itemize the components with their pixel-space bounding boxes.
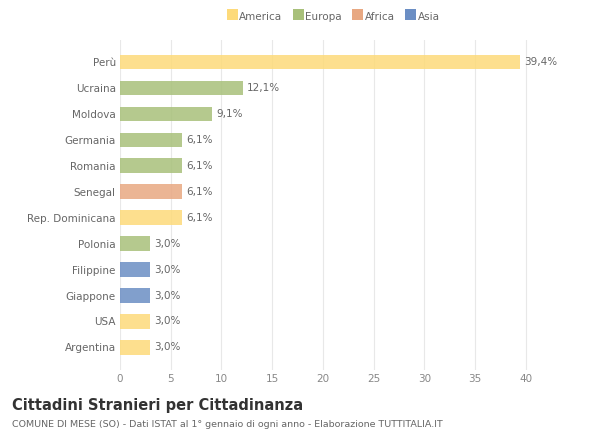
Text: 3,0%: 3,0% xyxy=(154,290,181,301)
Text: 6,1%: 6,1% xyxy=(186,187,212,197)
Text: 12,1%: 12,1% xyxy=(247,83,280,93)
Bar xyxy=(120,184,182,199)
Bar xyxy=(120,106,212,121)
Text: 9,1%: 9,1% xyxy=(217,109,243,119)
Bar xyxy=(120,262,151,277)
Bar xyxy=(120,210,182,225)
Bar xyxy=(120,158,182,173)
Text: COMUNE DI MESE (SO) - Dati ISTAT al 1° gennaio di ogni anno - Elaborazione TUTTI: COMUNE DI MESE (SO) - Dati ISTAT al 1° g… xyxy=(12,420,443,429)
Text: 3,0%: 3,0% xyxy=(154,238,181,249)
Text: 3,0%: 3,0% xyxy=(154,264,181,275)
Bar xyxy=(120,314,151,329)
Legend: America, Europa, Africa, Asia: America, Europa, Africa, Asia xyxy=(227,12,439,22)
Text: 6,1%: 6,1% xyxy=(186,161,212,171)
Bar xyxy=(120,288,151,303)
Text: 3,0%: 3,0% xyxy=(154,316,181,326)
Bar xyxy=(120,55,520,69)
Bar xyxy=(120,132,182,147)
Text: Cittadini Stranieri per Cittadinanza: Cittadini Stranieri per Cittadinanza xyxy=(12,398,303,413)
Bar xyxy=(120,340,151,355)
Text: 6,1%: 6,1% xyxy=(186,135,212,145)
Bar xyxy=(120,81,243,95)
Text: 6,1%: 6,1% xyxy=(186,213,212,223)
Bar xyxy=(120,236,151,251)
Text: 3,0%: 3,0% xyxy=(154,342,181,352)
Text: 39,4%: 39,4% xyxy=(524,57,557,67)
